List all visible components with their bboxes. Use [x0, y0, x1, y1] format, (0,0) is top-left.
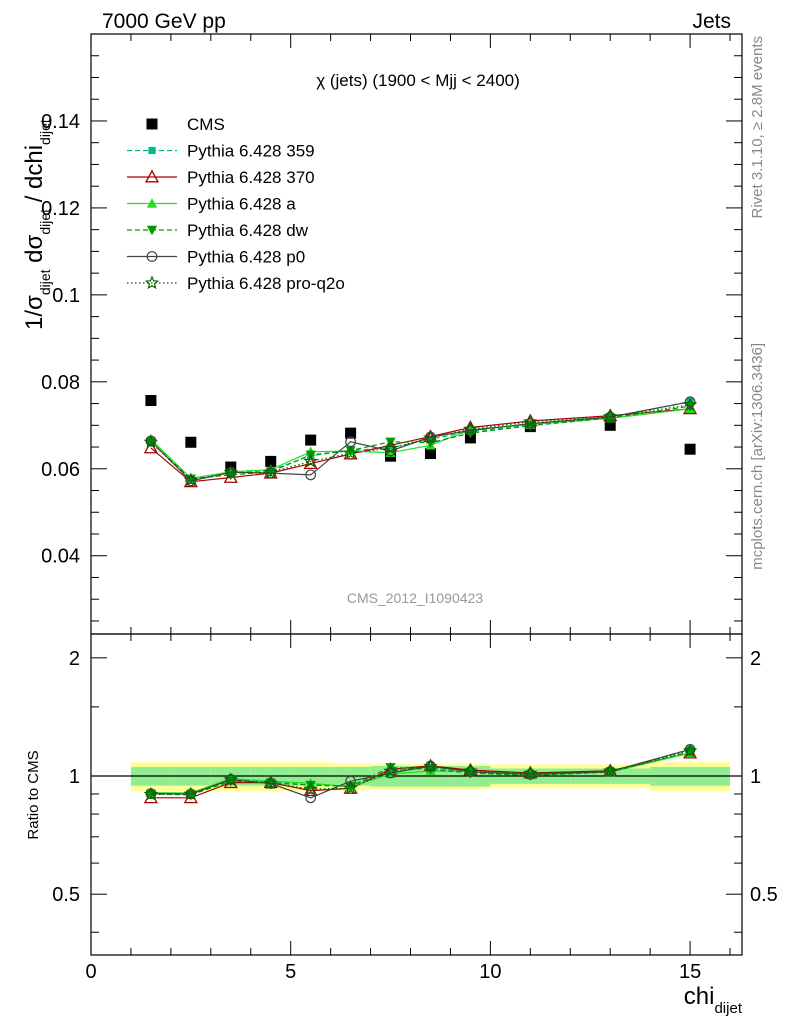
ratio-point-pythia-6-428-pro-q2o — [143, 786, 159, 801]
point-pythia-6-428-pro-q2o — [423, 430, 438, 445]
ratio-line-pythia-6-428-370 — [150, 752, 691, 799]
y-tick-label: 0.06 — [41, 459, 80, 481]
point-pythia-6-428-359 — [686, 397, 694, 405]
point-cms — [145, 395, 157, 407]
point-pythia-6-428-p0 — [185, 475, 197, 487]
ratio-line-pythia-6-428-p0 — [150, 748, 691, 799]
legend-label-pythia-6-428-dw: Pythia 6.428 dw — [187, 221, 309, 240]
ratio-y-tick-label: 1 — [69, 766, 80, 788]
chart-title: χ (jets) (1900 < Mjj < 2400) — [316, 71, 520, 90]
point-pythia-6-428-pro-q2o — [343, 445, 358, 460]
legend-label-pythia-6-428-p0: Pythia 6.428 p0 — [187, 248, 305, 267]
point-pythia-6-428-p0 — [465, 425, 476, 436]
point-pythia-6-428-p0 — [604, 411, 616, 423]
series-line-pythia-6-428-370 — [150, 408, 691, 483]
ratio-point-pythia-6-428-dw — [345, 781, 356, 792]
legend-marker-cms — [146, 118, 158, 130]
point-cms — [185, 436, 197, 448]
point-pythia-6-428-p0 — [385, 445, 396, 457]
point-pythia-6-428-p0 — [524, 418, 536, 429]
rivet-label: Rivet 3.1.10, ≥ 2.8M events — [749, 36, 766, 219]
ratio-point-pythia-6-428-dw — [305, 780, 316, 791]
mcplots-label: mcplots.cern.ch [arXiv:1306.3436] — [749, 343, 766, 570]
y-axis-title: 1/σdijet dσdijet / dchidijet — [21, 119, 53, 330]
ratio-point-pythia-6-428-pro-q2o — [423, 759, 438, 773]
point-pythia-6-428-p0 — [265, 467, 277, 479]
ratio-point-pythia-6-428-pro-q2o — [263, 775, 278, 790]
ratio-point-pythia-6-428-pro-q2o — [383, 763, 398, 778]
point-pythia-6-428-pro-q2o — [183, 472, 199, 487]
series-line-pythia-6-428-pro-q2o — [150, 404, 691, 481]
y-tick-label: 0.08 — [41, 372, 80, 394]
point-pythia-6-428-dw — [345, 446, 356, 456]
point-pythia-6-428-pro-q2o — [383, 440, 398, 455]
ratio-point-pythia-6-428-p0 — [465, 766, 476, 778]
legend-label-cms: CMS — [187, 115, 225, 134]
legend-marker-pythia-6-428-pro-q2o — [144, 275, 160, 290]
legend-label-pythia-6-428-370: Pythia 6.428 370 — [187, 168, 315, 187]
legend-marker-pythia-6-428-p0 — [146, 251, 158, 262]
svg-text:1/σdijet dσdijet / dchidijet: 1/σdijet dσdijet / dchidijet — [21, 119, 53, 330]
ratio-frame — [90, 633, 743, 956]
ratio-point-pythia-6-428-p0 — [345, 775, 357, 787]
y-tick-label: 0.12 — [41, 198, 80, 220]
series-line-pythia-6-428-a — [150, 408, 691, 479]
x-tick-label: 15 — [679, 961, 701, 983]
x-axis-title: chidijet — [684, 983, 743, 1017]
legend-label-pythia-6-428-a: Pythia 6.428 a — [187, 195, 296, 214]
ratio-point-pythia-6-428-p0 — [524, 768, 536, 780]
point-pythia-6-428-p0 — [684, 396, 696, 408]
watermark: CMS_2012_I1090423 — [347, 590, 483, 606]
x-tick-label: 10 — [479, 961, 501, 983]
point-cms — [345, 427, 357, 439]
ratio-point-pythia-6-428-pro-q2o — [682, 743, 698, 758]
ratio-y-tick-label: 2 — [69, 648, 80, 670]
point-pythia-6-428-pro-q2o — [223, 465, 238, 479]
point-pythia-6-428-pro-q2o — [603, 409, 618, 423]
ratio-y-tick-label: 0.5 — [52, 884, 80, 906]
y-tick-label: 0.1 — [52, 285, 80, 307]
ratio-point-pythia-6-428-p0 — [305, 792, 317, 804]
legend-label-pythia-6-428-359: Pythia 6.428 359 — [187, 142, 315, 161]
ratio-y-tick-label-right: 2 — [750, 648, 761, 670]
y-tick-label: 0.04 — [41, 546, 80, 568]
x-tick-label: 0 — [85, 961, 96, 983]
point-pythia-6-428-pro-q2o — [523, 414, 538, 429]
point-pythia-6-428-pro-q2o — [682, 397, 698, 411]
ratio-line-pythia-6-428-pro-q2o — [150, 750, 691, 796]
ratio-point-pythia-6-428-pro-q2o — [343, 780, 358, 795]
legend-marker-pythia-6-428-359 — [148, 146, 156, 155]
point-pythia-6-428-pro-q2o — [263, 464, 278, 479]
header-left: 7000 GeV pp — [102, 10, 226, 33]
legend-label-pythia-6-428-pro-q2o: Pythia 6.428 pro-q2o — [187, 274, 345, 293]
point-pythia-6-428-p0 — [305, 469, 317, 481]
ratio-point-pythia-6-428-pro-q2o — [303, 781, 318, 796]
x-tick-label: 5 — [285, 961, 296, 983]
svg-text:chidijet: chidijet — [684, 983, 743, 1017]
point-pythia-6-428-pro-q2o — [463, 421, 478, 436]
ratio-y-tick-label-right: 1 — [750, 766, 761, 788]
y-tick-label: 0.14 — [41, 111, 80, 133]
legend-marker-pythia-6-428-dw — [146, 225, 158, 236]
point-cms — [265, 455, 277, 467]
ratio-point-pythia-6-428-pro-q2o — [183, 786, 199, 801]
point-pythia-6-428-pro-q2o — [143, 434, 159, 449]
ratio-point-pythia-6-428-pro-q2o — [523, 765, 538, 780]
legend-marker-pythia-6-428-370 — [144, 169, 160, 183]
point-cms — [424, 448, 436, 460]
legend-marker-pythia-6-428-a — [146, 198, 158, 208]
point-cms — [684, 443, 696, 455]
ratio-y-tick-label-right: 0.5 — [750, 884, 778, 906]
ratio-point-pythia-6-428-pro-q2o — [223, 772, 238, 786]
point-pythia-6-428-pro-q2o — [303, 453, 318, 468]
ratio-y-axis-title: Ratio to CMS — [25, 750, 42, 839]
header-right: Jets — [692, 10, 731, 33]
point-cms — [604, 419, 616, 431]
ratio-point-pythia-6-428-pro-q2o — [603, 763, 618, 778]
point-cms — [305, 434, 317, 446]
ratio-point-pythia-6-428-pro-q2o — [463, 763, 478, 778]
